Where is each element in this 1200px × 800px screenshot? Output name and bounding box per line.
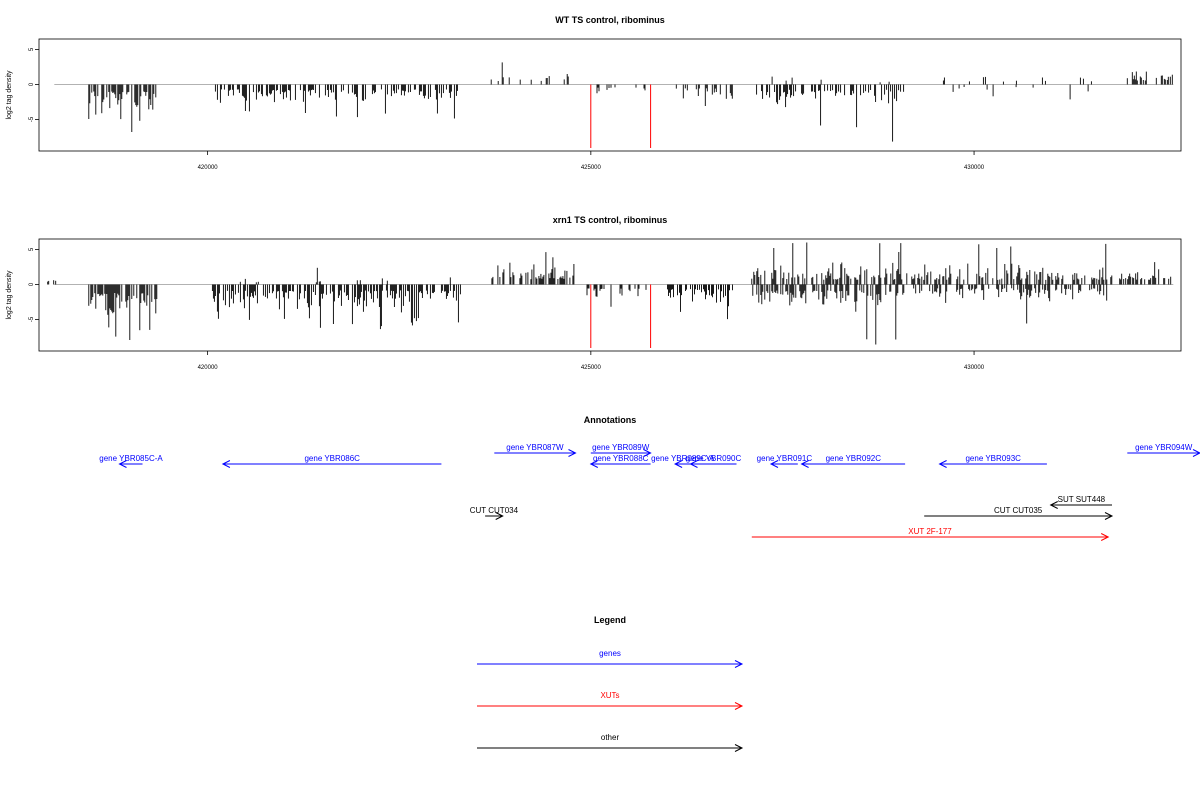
feature-label: gene YBR089W — [592, 443, 650, 452]
feature-arrow: SUT SUT448 — [1049, 495, 1112, 509]
feature-label: gene YBR092C — [826, 454, 882, 463]
x-tick-label: 420000 — [198, 365, 219, 371]
panel-title: WT TS control, ribominus — [555, 15, 665, 25]
signal-bars — [47, 242, 1172, 345]
arrow-head — [118, 460, 127, 468]
y-tick-label: -5 — [29, 316, 35, 322]
y-axis-label: log2 tag density — [6, 270, 13, 320]
arrow-head — [1100, 533, 1110, 541]
arrow-head — [734, 660, 744, 668]
arrow-head — [734, 702, 744, 710]
feature-label: gene YBR086C — [304, 454, 360, 463]
feature-arrow: gene YBR087W — [494, 443, 577, 457]
arrow-head — [1192, 449, 1200, 457]
feature-arrow: gene YBR089C-A — [651, 454, 715, 468]
arrow-head — [495, 512, 504, 520]
y-axis-label: log2 tag density — [6, 70, 13, 120]
y-tick-label: 5 — [29, 247, 35, 251]
legend: Legend genes XUTs other — [477, 615, 744, 752]
feature-label: gene YBR093C — [965, 454, 1021, 463]
feature-label: gene YBR089C-A — [651, 454, 715, 463]
arrow-head — [734, 744, 744, 752]
feature-arrow: gene YBR089W — [590, 443, 652, 457]
annotations-title: Annotations — [584, 415, 637, 425]
y-tick-label: 5 — [29, 47, 35, 51]
x-tick-label: 425000 — [581, 165, 602, 171]
legend-label: XUTs — [600, 691, 619, 700]
legend-item: XUTs — [477, 691, 744, 710]
wt-coverage-panel: WT TS control, ribominus log2 tag densit… — [6, 15, 1182, 171]
x-tick-label: 420000 — [198, 165, 219, 171]
feature-arrow: CUT CUT034 — [470, 506, 519, 520]
feature-label: gene YBR088C — [593, 454, 649, 463]
x-tick-label: 425000 — [581, 365, 602, 371]
feature-label: gene YBR091C — [757, 454, 813, 463]
arrow-head — [769, 460, 779, 468]
arrow-head — [643, 449, 652, 457]
feature-label: gene YBR085C-A — [99, 454, 163, 463]
feature-arrow: XUT 2F-177 — [751, 527, 1110, 541]
legend-item: genes — [477, 649, 744, 668]
legend-item: other — [477, 733, 744, 752]
feature-arrow: gene YBR085C-A — [99, 454, 163, 468]
legend-label: genes — [599, 649, 621, 658]
feature-label: XUT 2F-177 — [908, 527, 952, 536]
arrow-head — [938, 460, 947, 468]
feature-label: CUT CUT035 — [994, 506, 1043, 515]
arrow-head — [589, 460, 599, 468]
feature-label: gene YBR094W — [1135, 443, 1193, 452]
annotation-track: Annotations gene YBR085C-A gene YBR086C ge… — [99, 415, 1200, 541]
y-tick-label: 0 — [29, 282, 35, 286]
feature-label: SUT SUT448 — [1058, 495, 1106, 504]
feature-arrow: gene YBR091C — [757, 454, 813, 468]
y-tick-label: -5 — [29, 116, 35, 122]
feature-label: gene YBR090C — [686, 454, 742, 463]
arrow-head — [1104, 512, 1114, 520]
feature-label: gene YBR087W — [506, 443, 564, 452]
feature-arrow: gene YBR086C — [221, 454, 442, 468]
feature-arrow: CUT CUT035 — [924, 506, 1114, 520]
arrow-head — [1049, 501, 1058, 509]
feature-label: CUT CUT034 — [470, 506, 519, 515]
xrn1-coverage-panel: xrn1 TS control, ribominus log2 tag dens… — [6, 215, 1182, 371]
arrow-head — [221, 460, 231, 468]
y-tick-label: 0 — [29, 82, 35, 86]
arrow-head — [673, 460, 683, 468]
signal-bars — [88, 62, 1173, 142]
feature-arrow: gene YBR088C — [589, 454, 651, 468]
arrow-head — [568, 449, 577, 457]
x-tick-label: 430000 — [964, 365, 985, 371]
legend-label: other — [601, 733, 620, 742]
feature-arrow: gene YBR090C — [686, 454, 742, 468]
x-tick-label: 430000 — [964, 165, 985, 171]
feature-arrow: gene YBR094W — [1127, 443, 1200, 457]
plot-frame — [38, 238, 1182, 352]
feature-arrow: gene YBR092C — [800, 454, 906, 468]
panel-title: xrn1 TS control, ribominus — [553, 215, 668, 225]
legend-title: Legend — [594, 615, 626, 625]
arrow-head — [689, 460, 698, 468]
feature-arrow: gene YBR093C — [938, 454, 1047, 468]
plot-frame — [38, 38, 1182, 152]
arrow-head — [800, 460, 809, 468]
